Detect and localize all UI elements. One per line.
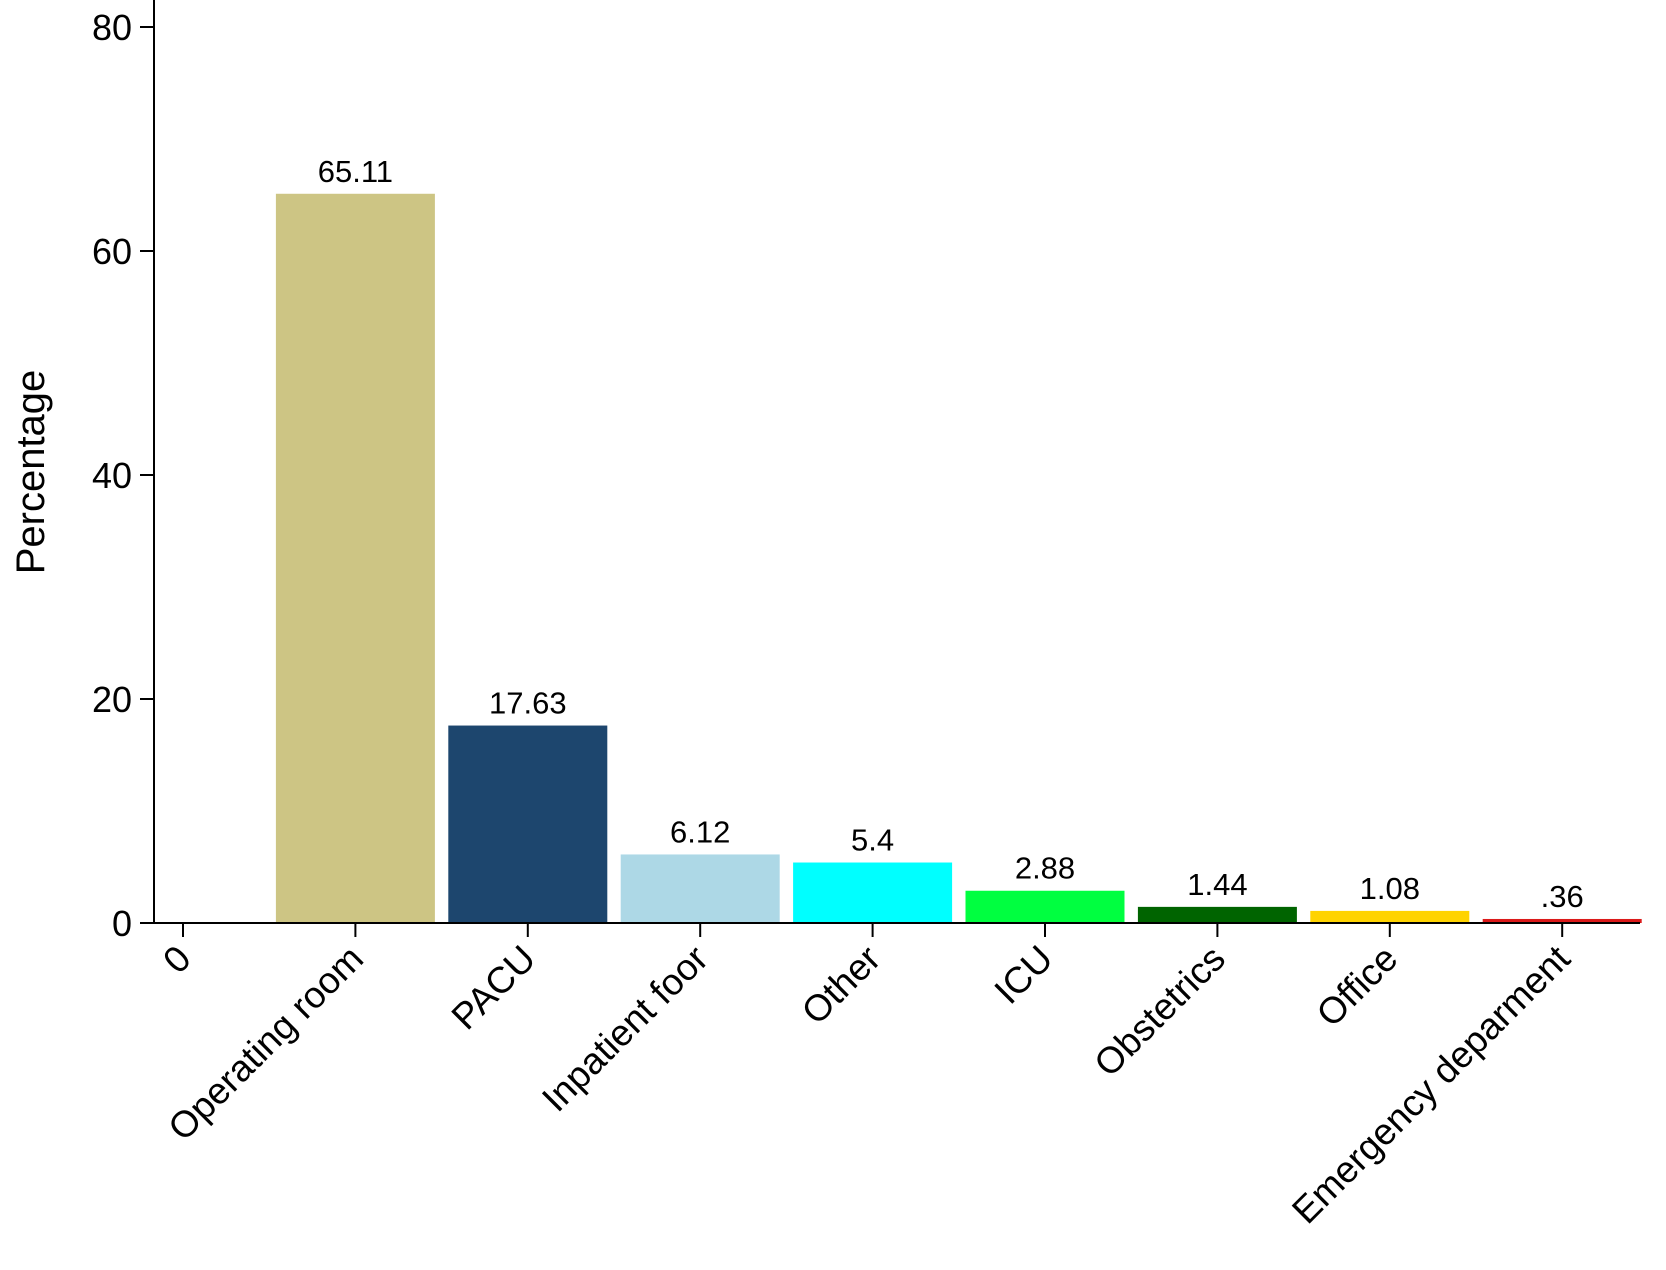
x-tick-label: ICU (987, 938, 1061, 1012)
data-label: 1.44 (1187, 867, 1247, 902)
bar-other (793, 862, 953, 923)
data-label: 6.12 (670, 814, 730, 849)
x-tick-label: 0 (155, 938, 199, 982)
data-label: 65.11 (318, 154, 393, 189)
data-label: .36 (1541, 879, 1584, 914)
y-axis-title: Percentage (9, 370, 53, 575)
bar-inpatient-foor (620, 854, 780, 923)
x-tick-label: PACU (444, 938, 544, 1038)
x-tick-label: Emergency deparment (1284, 937, 1578, 1231)
value-labels: 65.11 17.63 6.12 5.4 2.88 1.44 1.08 .36 (318, 154, 1584, 914)
y-tick-label: 0 (112, 903, 132, 944)
bar-operating-room (275, 193, 435, 923)
data-label: 17.63 (489, 686, 567, 721)
bars (275, 193, 1642, 923)
y-tick-label: 40 (92, 455, 132, 496)
y-tick-label: 20 (92, 679, 132, 720)
bar-office (1310, 910, 1470, 923)
y-tick-label: 80 (92, 7, 132, 48)
y-tick-label: 60 (92, 231, 132, 272)
x-tick-label: Inpatient foor (534, 938, 716, 1120)
bar-icu (965, 890, 1125, 923)
data-label: 5.4 (851, 823, 894, 858)
bar-obstetrics (1137, 906, 1297, 923)
bar-emergency-deparment (1482, 918, 1642, 923)
bar-pacu (448, 725, 608, 923)
data-label: 1.08 (1360, 871, 1420, 906)
x-tick-label: Office (1309, 938, 1406, 1035)
y-axis: 0 20 40 60 80 (92, 0, 155, 944)
x-tick-label: Other (794, 938, 888, 1032)
data-label: 2.88 (1015, 851, 1075, 886)
x-tick-label: Obstetrics (1086, 938, 1233, 1085)
